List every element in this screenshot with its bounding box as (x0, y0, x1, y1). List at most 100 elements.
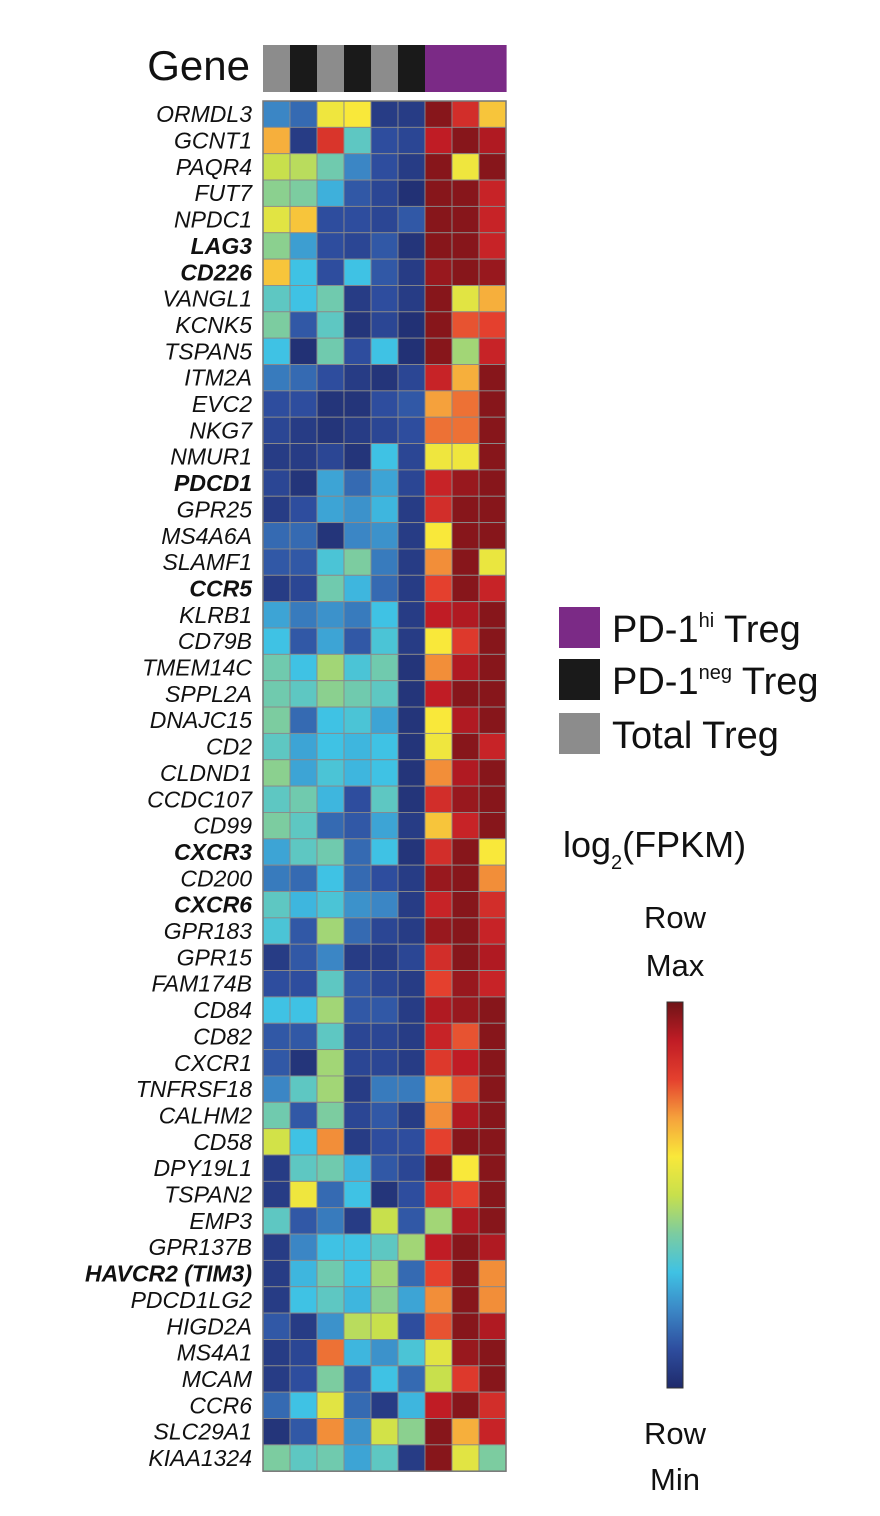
heatmap-cell (370, 1075, 399, 1103)
heatmap-cell (262, 1049, 291, 1077)
heatmap-cell (370, 311, 399, 339)
heatmap-cell (451, 838, 480, 866)
legend-label: PD-1neg Treg (612, 661, 819, 703)
heatmap-cell (370, 627, 399, 655)
heatmap-cell (343, 574, 372, 603)
colorbar-gradient (666, 1001, 684, 1389)
heatmap-cell (262, 1338, 291, 1367)
heatmap-cell (370, 1338, 399, 1367)
gene-label: PDCD1LG2 (131, 1287, 253, 1313)
legend-label: Total Treg (612, 715, 779, 757)
heatmap-cell (370, 153, 399, 181)
color-scale: log2(FPKM) Row Max Row Min (563, 824, 746, 1497)
heatmap-cell (451, 601, 480, 629)
heatmap-cell (451, 1207, 480, 1235)
heatmap-cell (424, 680, 453, 708)
heatmap-cell (424, 1049, 453, 1077)
heatmap-cell (451, 1233, 480, 1261)
heatmap-cell (478, 601, 507, 629)
heatmap-cell (289, 943, 318, 972)
heatmap-cell (289, 1444, 318, 1472)
heatmap-cell (478, 232, 507, 260)
heatmap-cell (478, 1049, 507, 1077)
heatmap-cell (262, 1128, 291, 1156)
heatmap-cell (478, 1286, 507, 1314)
heatmap-cell (424, 179, 453, 207)
heatmap-cell (262, 785, 291, 813)
heatmap-cell (316, 1207, 345, 1235)
heatmap-cell (397, 232, 426, 260)
heatmap-cell (451, 364, 480, 392)
heatmap-cell (370, 970, 399, 998)
heatmap-cell (343, 1154, 372, 1182)
heatmap-cell (343, 1101, 372, 1130)
heatmap-cell (262, 232, 291, 260)
heatmap-cell (478, 785, 507, 813)
heatmap-cell (451, 812, 480, 840)
gene-label: CD79B (178, 628, 252, 654)
heatmap-cell (478, 1259, 507, 1288)
heatmap-cell (262, 1312, 291, 1340)
heatmap-cell (451, 706, 480, 734)
gene-label: NMUR1 (170, 444, 252, 470)
heatmap-cell (478, 179, 507, 207)
heatmap-cell (451, 416, 480, 445)
heatmap-cell (397, 100, 426, 128)
heatmap-cell (451, 891, 480, 919)
heatmap-cell (343, 179, 372, 207)
heatmap-cell (424, 443, 453, 471)
group-strip-cell-hi (479, 45, 507, 92)
heatmap-cell (478, 680, 507, 708)
heatmap-cell (370, 1128, 399, 1156)
group-strip-cell-neg (344, 45, 372, 92)
gene-label: PAQR4 (176, 154, 252, 180)
gene-label: KCNK5 (175, 312, 252, 338)
heatmap-cell (289, 1391, 318, 1419)
heatmap-cell (262, 522, 291, 550)
heatmap-cell (289, 1365, 318, 1393)
heatmap-cell (397, 706, 426, 734)
heatmap-cell (316, 100, 345, 128)
heatmap-cell (289, 1049, 318, 1077)
heatmap-cell (424, 548, 453, 576)
heatmap-cell (478, 100, 507, 128)
heatmap-cell (451, 232, 480, 260)
gene-label: GPR183 (164, 918, 252, 944)
heatmap-cell (316, 838, 345, 866)
heatmap-cell (262, 1075, 291, 1103)
heatmap-cell (343, 996, 372, 1024)
heatmap-cell (424, 1259, 453, 1288)
heatmap-cell (370, 522, 399, 550)
heatmap-cell (424, 732, 453, 761)
heatmap-cell (424, 1180, 453, 1209)
heatmap-cell (370, 838, 399, 866)
heatmap-cell (316, 548, 345, 576)
heatmap-cell (262, 1022, 291, 1051)
heatmap-cell (316, 1075, 345, 1103)
heatmap-cell (343, 943, 372, 972)
heatmap-cell (262, 996, 291, 1024)
heatmap-cell (397, 1075, 426, 1103)
heatmap-cell (343, 364, 372, 392)
heatmap-cell (424, 891, 453, 919)
heatmap-cell (370, 1049, 399, 1077)
heatmap-cell (397, 1049, 426, 1077)
heatmap-cell (262, 100, 291, 128)
heatmap-cell (370, 1259, 399, 1288)
heatmap-cell (316, 1128, 345, 1156)
heatmap-cell (397, 653, 426, 682)
gene-label: SLAMF1 (163, 549, 252, 575)
heatmap-cell (289, 1180, 318, 1209)
heatmap-cell (262, 364, 291, 392)
heatmap-cell (478, 258, 507, 286)
heatmap-cell (289, 838, 318, 866)
gene-label: FAM174B (151, 971, 252, 997)
gene-labels: ORMDL3GCNT1PAQR4FUT7NPDC1LAG3CD226VANGL1… (85, 101, 253, 1471)
heatmap-cell (262, 1101, 291, 1130)
heatmap-cell (262, 1233, 291, 1261)
heatmap-cell (262, 1286, 291, 1314)
heatmap-cell (289, 732, 318, 761)
heatmap-cell (343, 917, 372, 945)
heatmap-cell (289, 1312, 318, 1340)
